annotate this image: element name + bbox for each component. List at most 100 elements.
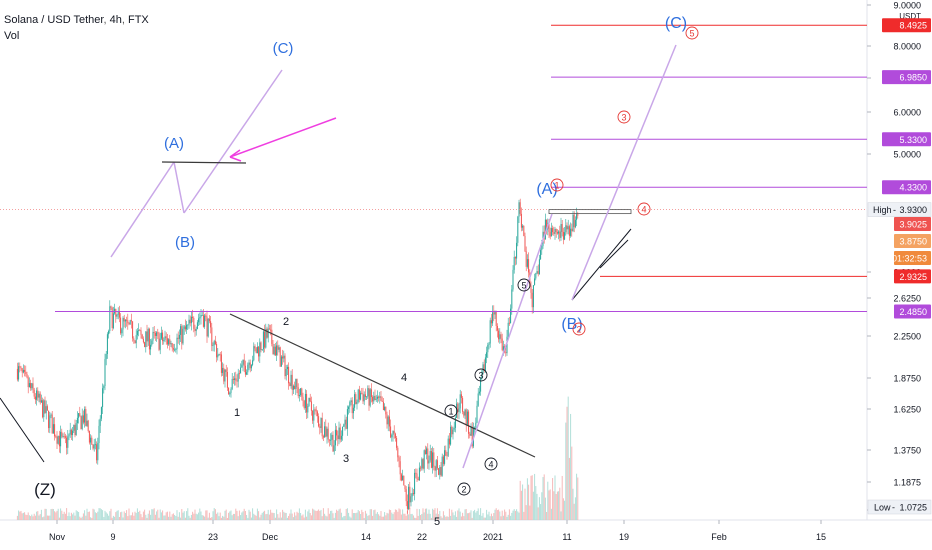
candle-body	[157, 332, 159, 334]
example-leg-c[interactable]	[183, 69, 283, 214]
price-badge-2-4850[interactable]: 2.4850	[894, 304, 931, 319]
candle-body	[319, 426, 321, 428]
target-wave-2-ring	[572, 322, 586, 336]
candle-body	[336, 429, 338, 436]
volume-indicator-label[interactable]: Vol	[4, 30, 20, 42]
last-price-badge[interactable]: 3.9025	[894, 217, 931, 231]
candle-body	[177, 337, 179, 339]
price-badge-6-9850[interactable]: 6.9850	[882, 70, 931, 85]
candle-body	[123, 317, 125, 322]
volume-bar	[373, 510, 375, 520]
candle	[501, 333, 503, 352]
volume-bar	[357, 509, 359, 520]
time-tick-label: 14	[361, 532, 371, 542]
candle	[87, 419, 89, 433]
high-badge[interactable]: High -3.9300	[867, 202, 932, 217]
candle-body	[576, 214, 578, 220]
candle	[288, 362, 290, 390]
volume-bar	[314, 510, 316, 520]
candle	[564, 226, 566, 241]
volume-bar	[142, 511, 144, 520]
candle-body	[560, 224, 562, 238]
price-scale-border	[0, 0, 932, 521]
candle-body	[226, 372, 228, 388]
volume-bar	[165, 512, 167, 520]
candle-body	[520, 213, 522, 228]
candle-body	[514, 256, 516, 259]
drawings-layer[interactable]	[0, 24, 867, 469]
example-level-line[interactable]	[161, 161, 247, 164]
volume-bar	[417, 515, 419, 520]
volume-bar	[162, 510, 164, 520]
candle-body	[510, 308, 512, 324]
candle	[175, 347, 177, 353]
triangle-inner-line[interactable]	[599, 239, 629, 269]
candle	[304, 389, 306, 413]
candle	[313, 404, 315, 428]
candle-body	[169, 339, 171, 345]
volume-bar	[334, 512, 336, 520]
candle-body	[183, 326, 185, 329]
candle-body	[270, 329, 272, 331]
target-wave-2: 2	[572, 322, 586, 336]
circled-wave-5: 5	[517, 278, 531, 292]
volume-bar	[352, 513, 354, 520]
symbol-line[interactable]: Solana / USD Tether, 4h, FTX	[4, 14, 149, 26]
target-channel-line[interactable]	[571, 44, 677, 301]
volume-bar	[434, 508, 436, 520]
candle	[463, 411, 465, 418]
interval[interactable]: 4h	[109, 14, 122, 26]
candle-body	[322, 436, 324, 438]
price-badge-2-9325[interactable]: 2.9325	[894, 269, 931, 284]
price-axis[interactable]: USDT 9.00008.00007.00006.00005.00003.000…	[867, 1, 932, 516]
volume-bar	[448, 508, 450, 520]
candle	[247, 362, 249, 375]
candle-body	[135, 335, 137, 344]
time-axis[interactable]: Nov 9 23 Dec 14 22 2021 11 19 Feb 15	[49, 520, 826, 542]
candle	[182, 324, 184, 346]
candle	[259, 338, 261, 364]
candle	[228, 387, 230, 395]
price-badge-5-3300[interactable]: 5.3300	[882, 132, 931, 147]
volume-bar	[488, 511, 490, 520]
candle	[476, 400, 478, 424]
volume-bar	[469, 512, 471, 520]
candle	[174, 343, 176, 352]
volume-bar	[210, 517, 212, 520]
descending-trendline[interactable]	[229, 313, 536, 458]
candle	[246, 369, 248, 376]
price-badge-8-4925[interactable]: 8.4925	[882, 18, 931, 33]
volume-bar	[196, 514, 198, 520]
symbol-name[interactable]: Solana / USD Tether	[4, 14, 104, 26]
volume-bar	[363, 517, 365, 520]
volume-bar	[253, 513, 255, 520]
bar-countdown-badge[interactable]: 01:32:53	[892, 251, 931, 265]
example-leg-b[interactable]	[173, 161, 185, 214]
candle-body	[97, 443, 99, 461]
left-trendline[interactable]	[0, 397, 45, 463]
candle-body	[464, 409, 466, 416]
example-leg-a[interactable]	[110, 161, 175, 258]
candle-body	[180, 326, 182, 335]
impulse-channel-line[interactable]	[462, 213, 553, 469]
candle-body	[446, 455, 448, 457]
bid-price-badge[interactable]: 3.8750	[894, 234, 931, 248]
top-range-box[interactable]	[548, 209, 632, 215]
candle-body	[532, 285, 534, 308]
triangle-lower-trendline[interactable]	[571, 228, 632, 301]
low-badge[interactable]: Low -1.0725	[867, 499, 932, 515]
wave-a-label: (A)	[536, 181, 557, 198]
candle	[238, 370, 240, 379]
price-badge-4-3300[interactable]: 4.3300	[882, 180, 931, 195]
last-price-badge-bg	[894, 217, 931, 231]
candle	[118, 305, 120, 323]
candle-body	[195, 328, 197, 332]
candle-body	[332, 434, 334, 452]
target-wave-3: 3	[617, 110, 631, 124]
annotation-arrow-head[interactable]	[229, 149, 242, 162]
annotation-arrow-line[interactable]	[229, 117, 337, 158]
time-tick-label: 22	[417, 532, 427, 542]
candle-body	[447, 438, 449, 456]
volume-bar	[369, 509, 371, 520]
